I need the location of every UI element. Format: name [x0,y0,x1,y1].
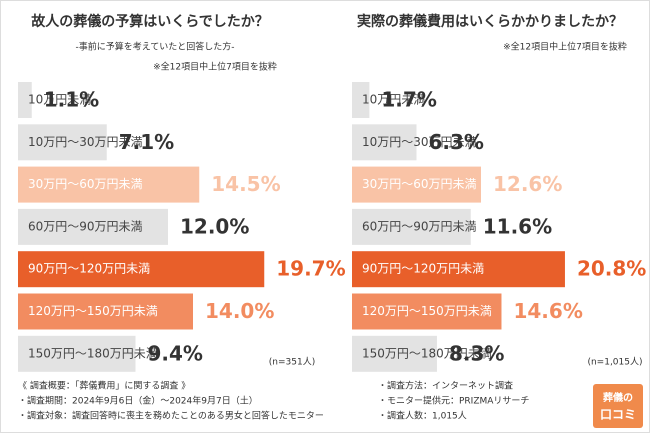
category-label: 120万円～150万円未満 [362,304,492,318]
sample-size: (n=351人) [269,357,315,368]
logo-box [593,384,643,428]
chart-title: 故人の葬儀の予算はいくらでしたか？ [31,13,269,30]
bar [18,166,200,203]
footer-text: ・調査対象：調査回答時に喪主を務めたことのある男女と回答したモニター [18,410,324,422]
bar [352,335,437,372]
bar [18,82,32,118]
bar [352,251,565,288]
category-label: 90万円～120万円未満 [362,262,484,276]
category-label: 60万円～90万円未満 [28,219,143,233]
value-label: 14.6% [513,299,582,323]
bar [352,82,370,118]
chart-note: ※全12項目中上位7項目を抜粋 [503,41,627,53]
bar [18,208,168,245]
footer-text: ・調査期間：2024年9月6日（金）～2024年9月7日（土） [18,395,258,407]
value-label: 1.1% [44,88,99,112]
chart-subtitle: -事前に予算を考えていたと回答した方- [75,41,234,53]
footer-text: ・モニター提供元：PRIZMAリサーチ [378,395,529,407]
sample-size: (n=1,015人) [587,357,642,368]
value-label: 12.0% [180,214,249,238]
value-label: 20.8% [577,257,646,281]
category-label: 60万円～90万円未満 [362,219,477,233]
bar [352,166,481,203]
logo-text: 葬儀の [603,391,633,404]
bar [352,124,417,161]
footer-text: 《 調査概要：「葬儀費用」に関する調査 》 [18,380,190,392]
value-label: 12.6% [493,172,562,196]
value-label: 8.3% [449,341,504,365]
category-label: 10万円未満 [28,93,91,107]
value-label: 11.6% [483,214,552,238]
bar [352,293,502,330]
chart-title: 実際の葬儀費用はいくらかかりましたか？ [357,13,623,30]
bar [18,251,265,288]
footer-text: ・調査人数：1,015人 [378,410,467,422]
bar [18,335,136,372]
value-label: 19.7% [276,257,345,281]
category-label: 10万円～30万円未満 [28,135,143,149]
chart-note: ※全12項目中上位7項目を抜粋 [153,61,277,73]
category-label: 150万円～180万円未満 [362,346,492,360]
bar [18,124,107,161]
bar [352,208,471,245]
category-label: 30万円～60万円未満 [28,177,143,191]
category-label: 150万円～180万円未満 [28,346,158,360]
category-label: 120万円～150万円未満 [28,304,158,318]
category-label: 10万円～30万円未満 [362,135,477,149]
logo-text: 口コミ [600,408,636,422]
value-label: 14.5% [211,172,280,196]
value-label: 9.4% [148,341,203,365]
footer-text: ・調査方法：インターネット調査 [378,380,513,392]
bar [18,293,193,330]
value-label: 14.0% [205,299,274,323]
category-label: 10万円未満 [362,93,425,107]
category-label: 90万円～120万円未満 [28,262,150,276]
value-label: 6.3% [429,130,484,154]
value-label: 1.7% [381,88,436,112]
category-label: 30万円～60万円未満 [362,177,477,191]
value-label: 7.1% [119,130,174,154]
